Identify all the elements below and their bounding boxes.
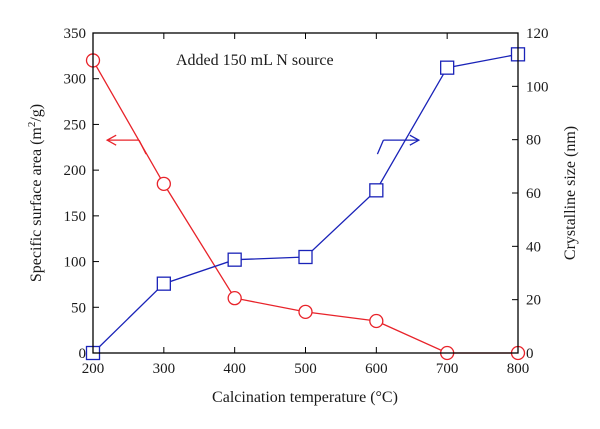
left-axis-arrow-stem xyxy=(138,139,147,155)
series-2-point xyxy=(227,252,242,267)
y-right-tick-label: 0 xyxy=(526,346,534,362)
annotation: Added 150 mL N source xyxy=(176,52,334,69)
x-tick-label: 800 xyxy=(507,361,530,377)
y-right-tick-label: 40 xyxy=(526,239,541,255)
x-tick-label: 600 xyxy=(365,361,388,377)
series-2-point xyxy=(156,276,171,291)
right-axis-arrow-head xyxy=(409,134,421,146)
x-tick-label: 400 xyxy=(223,361,246,377)
y-left-tick-label: 100 xyxy=(64,255,87,271)
series-2-point xyxy=(369,183,384,198)
y-right-tick-label: 120 xyxy=(526,26,549,42)
y-left-tick-label: 300 xyxy=(64,72,87,88)
y-right-tick-label: 80 xyxy=(526,133,541,149)
series-1-point xyxy=(227,290,242,306)
series-2-point xyxy=(298,249,313,265)
y-right-tick-label: 60 xyxy=(526,186,541,202)
y-axis-right-title: Crystalline size (nm) xyxy=(562,126,579,260)
y-left-tick-label: 0 xyxy=(79,346,87,362)
x-tick-label: 200 xyxy=(82,361,105,377)
y-right-tick-label: 20 xyxy=(526,293,541,309)
series-1-point xyxy=(298,304,313,320)
x-tick-label: 500 xyxy=(294,361,317,377)
x-axis-title: Calcination temperature (°C) xyxy=(212,389,398,406)
tick-labels: 200 300 400 500 600 700 8000501001502002503003… xyxy=(64,26,549,377)
x-tick-label: 300 xyxy=(153,361,176,377)
y-left-tick-label: 150 xyxy=(64,209,87,225)
y-right-tick-label: 100 xyxy=(526,79,549,95)
y-axis-left-title: Specific surface area (m2/g) xyxy=(26,104,45,282)
arrows xyxy=(105,134,421,155)
plot-frame xyxy=(92,32,519,354)
series-1-point xyxy=(369,313,384,329)
y-left-tick-label: 350 xyxy=(64,26,87,42)
y-left-tick-label: 250 xyxy=(64,117,87,133)
x-tick-label: 700 xyxy=(436,361,459,377)
right-axis-arrow-stem xyxy=(376,139,385,155)
series-markers xyxy=(85,47,526,361)
series-2-point xyxy=(440,60,455,75)
y-left-tick-label: 200 xyxy=(64,163,87,179)
series-1-point xyxy=(156,176,171,192)
left-axis-arrow-head xyxy=(105,134,117,146)
y-left-tick-label: 50 xyxy=(71,300,86,316)
